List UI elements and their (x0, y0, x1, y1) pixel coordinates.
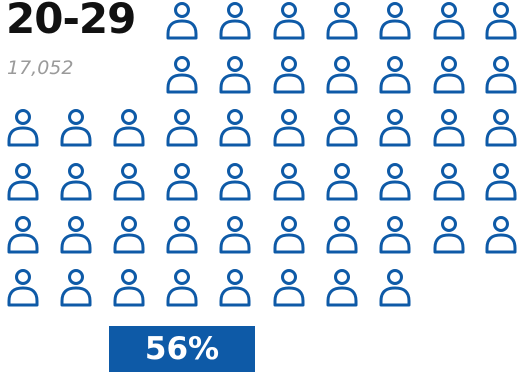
person-icon (273, 2, 305, 40)
person-icon (485, 163, 517, 201)
person-icon (433, 216, 465, 254)
person-icon (379, 163, 411, 201)
person-icon (166, 163, 198, 201)
count-value: 17,052 (7, 57, 74, 79)
person-icon (219, 56, 251, 94)
person-icon (273, 163, 305, 201)
person-icon (219, 269, 251, 307)
person-icon (379, 56, 411, 94)
person-icon (7, 269, 39, 307)
person-icon (433, 2, 465, 40)
person-icon (219, 216, 251, 254)
person-icon (326, 269, 358, 307)
person-icon (485, 56, 517, 94)
person-icon (326, 109, 358, 147)
person-icon (7, 109, 39, 147)
person-icon (273, 109, 305, 147)
person-icon (433, 163, 465, 201)
person-icon (326, 2, 358, 40)
person-icon (7, 216, 39, 254)
person-icon (433, 56, 465, 94)
person-icon (326, 56, 358, 94)
person-icon (485, 109, 517, 147)
person-icon (485, 2, 517, 40)
person-icon (113, 109, 145, 147)
person-icon (219, 163, 251, 201)
person-icon (60, 269, 92, 307)
person-icon (379, 2, 411, 40)
person-icon (379, 216, 411, 254)
person-icon (113, 163, 145, 201)
person-icon (166, 216, 198, 254)
person-icon (166, 269, 198, 307)
person-icon (113, 216, 145, 254)
person-icon (485, 216, 517, 254)
person-icon (273, 56, 305, 94)
person-icon (113, 269, 145, 307)
person-icon (60, 216, 92, 254)
person-icon (379, 269, 411, 307)
chart-title: 20-29 (6, 0, 136, 43)
person-icon (326, 216, 358, 254)
percent-badge: 56% (109, 326, 255, 372)
person-icon (166, 56, 198, 94)
person-icon (166, 2, 198, 40)
person-icon (219, 2, 251, 40)
person-icon (7, 163, 39, 201)
person-icon (60, 109, 92, 147)
person-icon (60, 163, 92, 201)
person-icon (219, 109, 251, 147)
person-icon (273, 216, 305, 254)
person-icon (166, 109, 198, 147)
person-icon (273, 269, 305, 307)
person-icon (379, 109, 411, 147)
person-icon (326, 163, 358, 201)
person-icon (433, 109, 465, 147)
